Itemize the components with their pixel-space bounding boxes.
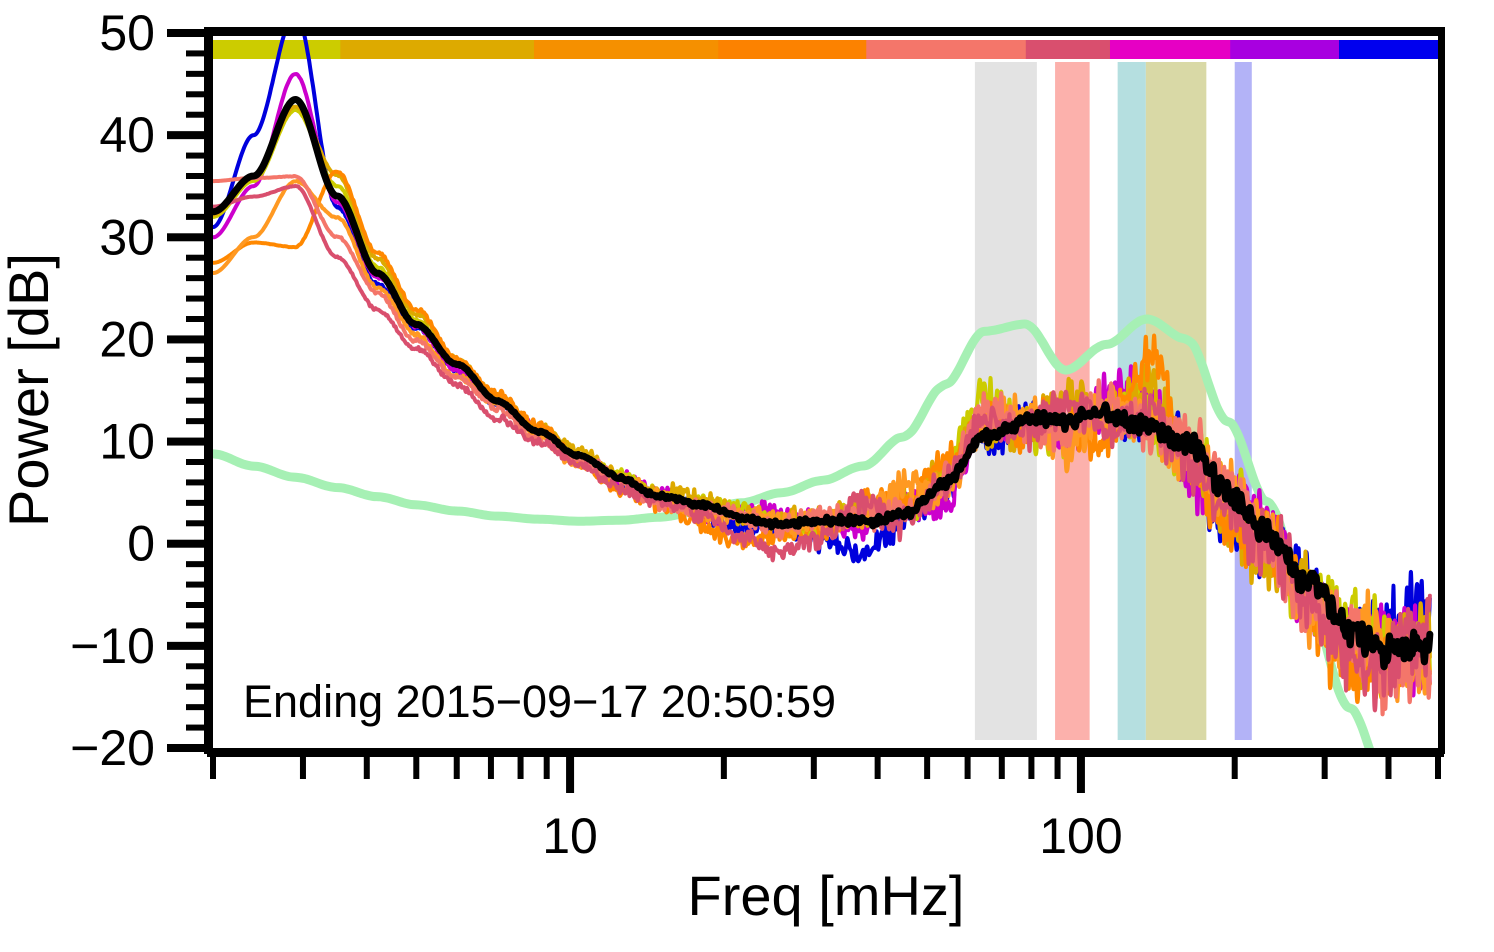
tick-label-group: 10 100 −20 −10 0 10 20 30 40 50 (70, 5, 1122, 864)
top-color-bar-group (213, 40, 1439, 59)
x-tick-label-100: 100 (1039, 808, 1122, 864)
y-tick-minor-42 (186, 111, 213, 118)
x-tick-label-10: 10 (542, 808, 598, 864)
y-tick-minor-6 (186, 479, 213, 486)
region-lavender (1234, 62, 1252, 740)
y-tick-minor-16 (186, 377, 213, 384)
x-tick-major-10 (566, 757, 575, 793)
x-tick-minor-90 (1054, 757, 1061, 779)
y-tick-minor-12 (186, 418, 213, 425)
tick-group (167, 29, 1441, 793)
x-tick-minor-3 (299, 757, 306, 779)
x-tick-minor-400 (1385, 757, 1392, 779)
x-tick-minor-6 (453, 757, 460, 779)
x-tick-minor-200 (1231, 757, 1238, 779)
y-tick-label--20: −20 (70, 720, 155, 776)
y-tick-label-10: 10 (99, 414, 155, 470)
x-axis-title: Freq [mHz] (688, 864, 965, 927)
x-tick-minor-9 (543, 757, 550, 779)
x-tick-minor-50 (924, 757, 931, 779)
y-tick-major-20 (167, 335, 213, 344)
series-line-spec-rose (213, 183, 1432, 713)
band-orange2 (718, 40, 867, 59)
ending-timestamp-annotation: Ending 2015−09−17 20:50:59 (243, 676, 836, 727)
band-magenta (1109, 40, 1231, 59)
band-gold (340, 40, 535, 59)
frame-right (1438, 27, 1445, 754)
band-orange (534, 40, 719, 59)
y-axis-title: Power [dB] (0, 253, 60, 527)
y-tick-label--10: −10 (70, 618, 155, 674)
x-tick-minor-5 (413, 757, 420, 779)
axis-frame-group (204, 27, 1445, 757)
y-tick-minor-38 (186, 152, 213, 159)
y-tick-minor--12 (186, 663, 213, 670)
y-tick-minor--2 (186, 561, 213, 568)
y-tick-minor--18 (186, 724, 213, 731)
y-tick-minor-14 (186, 397, 213, 404)
x-tick-minor-80 (1028, 757, 1035, 779)
y-tick-label-50: 50 (99, 5, 155, 61)
y-tick-minor--6 (186, 602, 213, 608)
band-rose (1025, 40, 1111, 59)
y-tick-minor-8 (186, 459, 213, 465)
x-tick-minor-70 (998, 757, 1005, 779)
x-tick-minor-300 (1321, 757, 1328, 779)
y-tick-minor-32 (186, 213, 213, 220)
x-tick-minor-30 (810, 757, 817, 779)
series-group (213, 33, 1434, 748)
x-tick-minor-500 (1435, 757, 1441, 779)
y-tick-minor-46 (186, 70, 213, 77)
y-tick-minor-26 (186, 275, 213, 282)
series-line-smooth-model (213, 314, 1374, 748)
x-tick-minor-60 (964, 757, 971, 779)
y-tick-minor-24 (186, 295, 213, 302)
y-tick-minor-28 (186, 254, 213, 261)
band-blue (1338, 40, 1439, 59)
y-tick-minor-4 (186, 499, 213, 506)
x-tick-minor-8 (517, 757, 524, 779)
y-tick-minor--8 (186, 622, 213, 629)
y-tick-major-0 (167, 539, 213, 548)
y-tick-major-40 (167, 131, 213, 140)
frame-top (207, 27, 1444, 36)
frame-bottom (207, 748, 1444, 757)
y-tick-minor-44 (186, 91, 213, 98)
y-tick-minor--4 (186, 581, 213, 588)
x-tick-minor-7 (487, 757, 494, 779)
y-tick-major-50 (167, 29, 213, 37)
y-tick-minor--14 (186, 683, 213, 690)
series-line-mean (213, 96, 1434, 671)
y-tick-minor-2 (186, 520, 213, 527)
x-tick-major-100 (1076, 757, 1085, 793)
y-tick-minor-34 (186, 193, 213, 200)
frame-left (204, 27, 213, 754)
y-tick-label-40: 40 (99, 107, 155, 163)
y-tick-major--20 (167, 744, 213, 752)
band-purple (1230, 40, 1340, 59)
y-tick-minor-36 (186, 173, 213, 179)
y-tick-minor-48 (186, 50, 213, 57)
y-tick-minor-22 (186, 316, 213, 322)
y-tick-minor--16 (186, 704, 213, 711)
band-salmon (866, 40, 1027, 59)
x-tick-minor-20 (720, 757, 727, 779)
y-tick-major-10 (167, 437, 213, 446)
y-tick-label-30: 30 (99, 209, 155, 265)
y-tick-label-0: 0 (127, 516, 155, 572)
y-tick-label-20: 20 (99, 311, 155, 367)
y-tick-major--10 (167, 641, 213, 650)
x-tick-minor-40 (874, 757, 881, 779)
x-tick-minor-4 (363, 757, 370, 779)
x-tick-minor-2 (210, 757, 216, 779)
y-tick-minor-18 (186, 356, 213, 363)
y-tick-major-30 (167, 233, 213, 242)
